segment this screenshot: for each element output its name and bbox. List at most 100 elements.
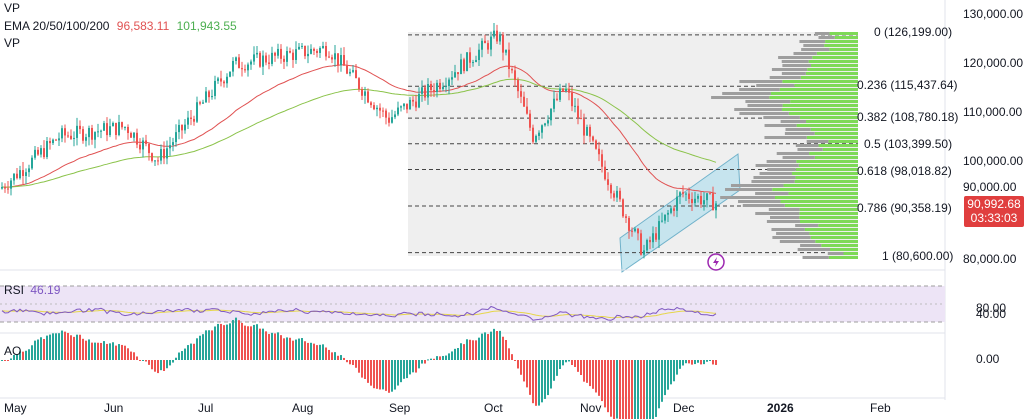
candle-body xyxy=(211,95,213,98)
vp-bar-green xyxy=(788,112,858,115)
ao-bar xyxy=(442,355,444,360)
ema-legend[interactable]: EMA 20/50/100/200 96,583.11 101,943.55 xyxy=(4,19,237,33)
ao-bar xyxy=(586,360,588,383)
ao-bar xyxy=(298,338,300,360)
current-price-badge[interactable]: 90,992.68 03:33:03 xyxy=(964,196,1024,227)
fib-label-0618[interactable]: 0.618 (98,018.82) xyxy=(857,164,952,178)
vp-bar-green xyxy=(799,116,858,119)
ao-bar xyxy=(154,360,156,372)
ao-bar xyxy=(610,360,612,417)
vp-bar-gray xyxy=(766,160,797,163)
ao-bar xyxy=(463,344,465,360)
candle-body xyxy=(46,141,48,158)
candle-body xyxy=(274,52,276,56)
candle-body xyxy=(493,30,495,37)
vp-bar-gray xyxy=(759,172,793,175)
candle-body xyxy=(355,70,357,79)
candle-body xyxy=(667,212,669,215)
rsi-band xyxy=(0,286,945,322)
rsi-legend[interactable]: RSI 46.19 xyxy=(4,283,60,297)
vp-bar-gray xyxy=(764,136,807,139)
vp-legend-2[interactable]: VP xyxy=(4,36,21,50)
candle-body xyxy=(391,117,393,123)
candle-body xyxy=(643,250,645,255)
candle-body xyxy=(715,203,717,211)
ao-bar xyxy=(289,337,291,360)
ao-bar xyxy=(232,320,234,360)
ao-bar xyxy=(448,353,450,360)
vp-bar-gray xyxy=(776,232,810,235)
fib-label-05[interactable]: 0.5 (103,399.50) xyxy=(864,137,953,151)
fib-label-0236[interactable]: 0.236 (115,437.64) xyxy=(857,78,958,92)
ao-bar xyxy=(709,360,711,361)
vp-bar-gray xyxy=(720,196,775,199)
vp-bar-green xyxy=(815,240,858,243)
ao-bar xyxy=(319,344,321,360)
fib-label-0382[interactable]: 0.382 (108,780.18) xyxy=(857,110,959,124)
candle-body xyxy=(607,179,609,185)
ao-bar xyxy=(265,331,267,360)
ao-bar xyxy=(145,360,147,362)
candle-body xyxy=(511,69,513,71)
candle-body xyxy=(673,208,675,211)
vp-bar-green xyxy=(780,200,858,203)
candle-body xyxy=(52,139,54,144)
candle-body xyxy=(70,135,72,139)
candle-body xyxy=(403,103,405,107)
ao-bar xyxy=(538,360,540,406)
ao-legend[interactable]: AO xyxy=(4,344,22,358)
fib-label-0786[interactable]: 0.786 (90,358.19) xyxy=(857,201,952,215)
candle-body xyxy=(316,50,318,53)
vp-bar-green xyxy=(774,196,858,199)
candle-body xyxy=(583,119,585,136)
ao-bar xyxy=(235,317,237,360)
candle-body xyxy=(295,49,297,60)
ao-bar xyxy=(286,337,288,360)
vp-bar-gray xyxy=(742,204,785,207)
candle-body xyxy=(301,45,303,47)
vp-bar-gray xyxy=(768,208,800,211)
candle-body xyxy=(655,233,657,240)
vp-bar-green xyxy=(821,244,858,247)
candle-body xyxy=(634,228,636,232)
candle-body xyxy=(181,124,183,131)
ao-bar xyxy=(316,345,318,360)
fib-label-0[interactable]: 0 (126,199.00) xyxy=(874,25,953,39)
ao-bar xyxy=(613,360,615,419)
ao-histogram xyxy=(1,317,717,419)
vp-bar-gray xyxy=(739,80,783,83)
ao-bar xyxy=(337,355,339,360)
vp-bar-green xyxy=(799,220,858,223)
ao-bar xyxy=(646,360,648,419)
candle-body xyxy=(637,228,639,234)
candle-body xyxy=(523,96,525,107)
ao-bar xyxy=(115,345,117,360)
vp-bar-gray xyxy=(781,72,806,75)
ao-bar xyxy=(571,360,573,366)
lightning-icon[interactable] xyxy=(707,253,725,271)
candle-body xyxy=(679,192,681,197)
ao-bar xyxy=(76,334,78,360)
vp-legend[interactable]: VP xyxy=(4,1,21,15)
ao-bar xyxy=(565,360,567,363)
candle-body xyxy=(175,132,177,143)
ao-bar xyxy=(61,330,63,360)
ao-bar xyxy=(277,332,279,360)
candle-body xyxy=(568,89,570,93)
ao-bar xyxy=(196,338,198,360)
vp-bar-gray xyxy=(799,40,826,43)
ao-bar xyxy=(49,334,51,360)
vp-bar-gray xyxy=(782,64,811,67)
candle-body xyxy=(268,62,270,64)
ao-bar xyxy=(274,333,276,360)
fib-label-1[interactable]: 1 (80,600.00) xyxy=(882,249,954,263)
ao-tick-0: 0.00 xyxy=(976,352,1000,366)
ao-bar xyxy=(121,344,123,360)
candle-body xyxy=(451,77,453,80)
vp-bar-gray xyxy=(797,248,831,251)
ao-bar xyxy=(250,326,252,360)
candle-body xyxy=(520,91,522,97)
ao-bar xyxy=(472,340,474,360)
ao-bar xyxy=(679,360,681,369)
